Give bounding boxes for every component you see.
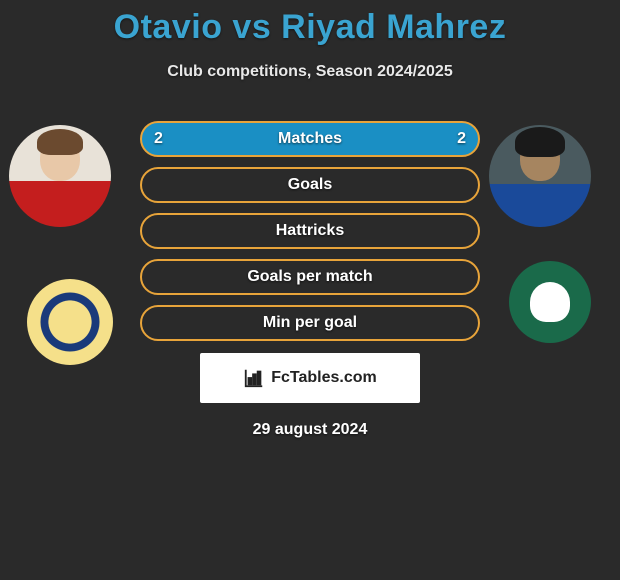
stat-row: 2 2 Matches xyxy=(140,121,480,157)
stat-row: Goals xyxy=(140,167,480,203)
stat-value-left: 2 xyxy=(154,130,163,148)
stat-row: Goals per match xyxy=(140,259,480,295)
club-right-badge xyxy=(509,261,591,343)
player-right-avatar xyxy=(489,125,591,227)
stat-bars: 2 2 Matches Goals Hattricks Goals per match Mi… xyxy=(140,121,480,341)
stat-value-right: 2 xyxy=(457,130,466,148)
watermark: FcTables.com xyxy=(200,353,420,403)
stat-label: Goals per match xyxy=(247,268,372,286)
club-right-badge-inner xyxy=(530,282,570,322)
page-title: Otavio vs Riyad Mahrez xyxy=(0,0,620,47)
subtitle: Club competitions, Season 2024/2025 xyxy=(0,63,620,81)
club-left-badge xyxy=(27,279,113,365)
watermark-text: FcTables.com xyxy=(271,369,377,387)
stat-label: Matches xyxy=(278,130,342,148)
stat-label: Hattricks xyxy=(276,222,344,240)
stat-row: Min per goal xyxy=(140,305,480,341)
player-left-avatar xyxy=(9,125,111,227)
date-label: 29 august 2024 xyxy=(0,421,620,439)
stat-label: Min per goal xyxy=(263,314,357,332)
comparison-panel: 2 2 Matches Goals Hattricks Goals per match Mi… xyxy=(0,121,620,439)
stat-label: Goals xyxy=(288,176,332,194)
chart-icon xyxy=(243,367,265,389)
stat-row: Hattricks xyxy=(140,213,480,249)
